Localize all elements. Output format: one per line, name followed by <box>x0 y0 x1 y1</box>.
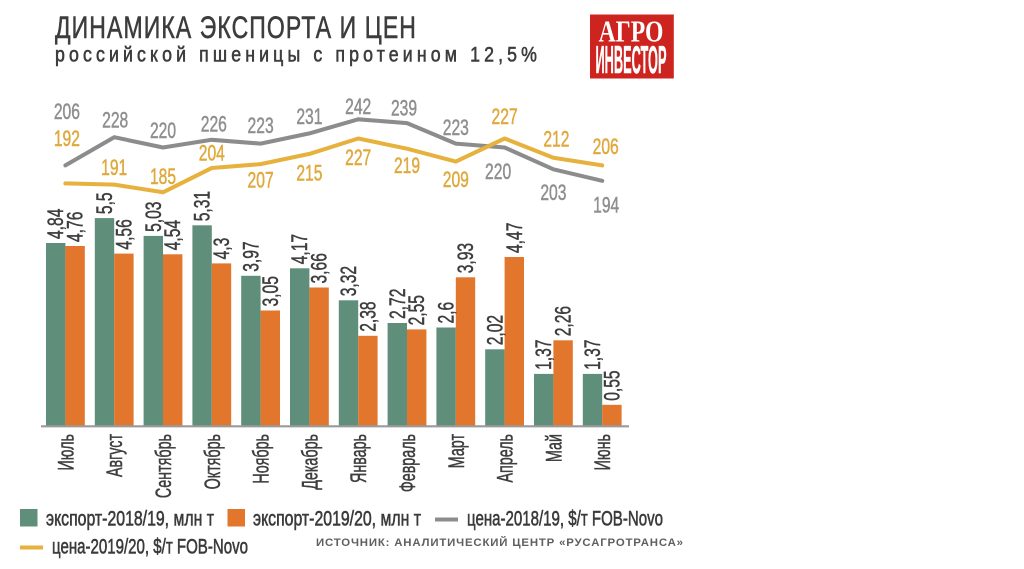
svg-text:Июль: Июль <box>53 434 78 471</box>
svg-text:2,26: 2,26 <box>551 306 576 336</box>
svg-text:ИНВЕСТОР: ИНВЕСТОР <box>596 39 667 82</box>
svg-text:1,37: 1,37 <box>531 339 556 369</box>
svg-text:Февраль: Февраль <box>395 434 420 492</box>
svg-text:223: 223 <box>248 113 274 138</box>
svg-text:ДИНАМИКА ЭКСПОРТА И ЦЕН: ДИНАМИКА ЭКСПОРТА И ЦЕН <box>55 9 417 45</box>
svg-text:Сентябрь: Сентябрь <box>151 434 176 498</box>
svg-text:212: 212 <box>543 127 569 152</box>
svg-text:4,17: 4,17 <box>287 234 312 264</box>
svg-text:4,3: 4,3 <box>209 238 234 260</box>
svg-text:209: 209 <box>443 167 469 192</box>
svg-text:цена-2019/20, $/т FOB-Novo: цена-2019/20, $/т FOB-Novo <box>52 535 248 559</box>
svg-text:2,6: 2,6 <box>434 302 459 324</box>
svg-text:экспорт-2019/20, млн т: экспорт-2019/20, млн т <box>253 507 421 531</box>
svg-text:4,54: 4,54 <box>160 220 185 250</box>
svg-text:215: 215 <box>296 160 322 185</box>
svg-text:223: 223 <box>443 115 469 140</box>
svg-text:5,31: 5,31 <box>190 191 215 221</box>
svg-text:АГРО: АГРО <box>599 13 664 48</box>
svg-text:206: 206 <box>54 99 80 124</box>
svg-text:Ноябрь: Ноябрь <box>249 434 274 484</box>
svg-text:Март: Март <box>444 434 469 468</box>
svg-text:206: 206 <box>593 134 619 159</box>
svg-text:Апрель: Апрель <box>493 434 518 483</box>
svg-text:204: 204 <box>199 141 225 166</box>
svg-text:5,5: 5,5 <box>92 192 117 214</box>
svg-text:194: 194 <box>593 192 619 217</box>
svg-text:Декабрь: Декабрь <box>297 434 322 490</box>
svg-text:191: 191 <box>101 155 127 180</box>
svg-text:3,05: 3,05 <box>258 276 283 306</box>
svg-text:ИСТОЧНИК: АНАЛИТИЧЕСКИЙ ЦЕНТР: ИСТОЧНИК: АНАЛИТИЧЕСКИЙ ЦЕНТР «РУСАГРОТР… <box>316 536 683 549</box>
svg-text:0,55: 0,55 <box>599 370 624 400</box>
svg-text:219: 219 <box>394 153 420 178</box>
svg-text:239: 239 <box>391 96 417 121</box>
svg-text:экспорт-2018/19, млн т: экспорт-2018/19, млн т <box>46 507 214 531</box>
svg-text:242: 242 <box>345 94 371 119</box>
svg-text:1,37: 1,37 <box>580 339 605 369</box>
svg-text:Май: Май <box>541 434 566 462</box>
svg-text:227: 227 <box>492 104 518 129</box>
svg-text:цена-2018/19, $/т FOB-Novo: цена-2018/19, $/т FOB-Novo <box>467 507 663 531</box>
svg-text:220: 220 <box>150 118 176 143</box>
svg-text:3,32: 3,32 <box>336 266 361 296</box>
svg-text:Октябрь: Октябрь <box>200 434 225 489</box>
svg-text:4,76: 4,76 <box>63 212 88 242</box>
svg-text:российской пшеницы с протеином: российской пшеницы с протеином 12,5% <box>55 43 541 67</box>
svg-text:4,47: 4,47 <box>502 223 527 253</box>
svg-text:2,55: 2,55 <box>404 295 429 325</box>
svg-text:227: 227 <box>345 145 371 170</box>
svg-text:3,97: 3,97 <box>238 241 263 271</box>
svg-text:2,38: 2,38 <box>355 301 380 331</box>
svg-text:185: 185 <box>150 164 176 189</box>
svg-text:2,02: 2,02 <box>482 315 507 345</box>
svg-text:5,03: 5,03 <box>141 201 166 231</box>
svg-text:3,66: 3,66 <box>307 253 332 283</box>
svg-text:Январь: Январь <box>346 434 371 483</box>
svg-text:3,93: 3,93 <box>453 243 478 273</box>
svg-text:192: 192 <box>54 126 80 151</box>
svg-text:Июнь: Июнь <box>590 434 615 470</box>
svg-text:226: 226 <box>201 111 227 136</box>
svg-text:220: 220 <box>485 159 511 184</box>
svg-text:4,56: 4,56 <box>111 219 136 249</box>
svg-text:231: 231 <box>296 104 322 129</box>
svg-text:2,72: 2,72 <box>385 289 410 319</box>
svg-text:228: 228 <box>102 108 128 133</box>
svg-text:203: 203 <box>540 180 566 205</box>
svg-text:4,84: 4,84 <box>43 209 68 239</box>
svg-text:207: 207 <box>248 168 274 193</box>
svg-text:Август: Август <box>102 434 127 477</box>
